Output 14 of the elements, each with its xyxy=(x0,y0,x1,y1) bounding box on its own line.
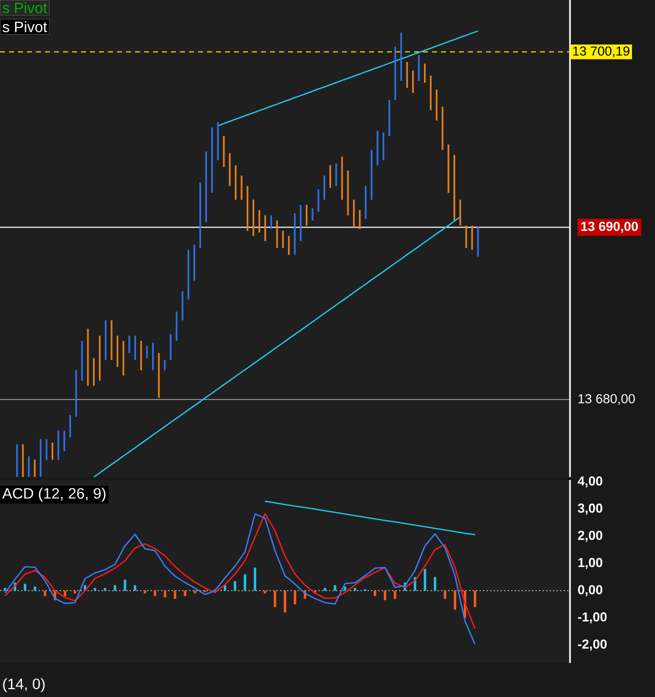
y-tick-label: 1,00 xyxy=(578,558,602,570)
chart-title: ACD (12, 26, 9) xyxy=(2,488,106,502)
y-tick-label: 2,00 xyxy=(578,530,602,542)
text: (14, 0) xyxy=(3,678,45,692)
y-tick-label: 13 680,00 xyxy=(578,394,635,405)
y-tick-label: -2,00 xyxy=(578,640,607,651)
y-tick-label: 13 690,00 xyxy=(581,222,638,233)
annotation: s Pivot xyxy=(2,2,48,14)
y-tick-label: 4,00 xyxy=(578,476,602,488)
y-tick-label: 3,00 xyxy=(578,504,602,515)
annotation: s Pivot xyxy=(2,21,48,32)
ref-line-label: 13 700,19 xyxy=(573,46,630,58)
y-tick-label: -1,00 xyxy=(578,612,607,624)
y-tick-label: 0,00 xyxy=(578,585,602,596)
